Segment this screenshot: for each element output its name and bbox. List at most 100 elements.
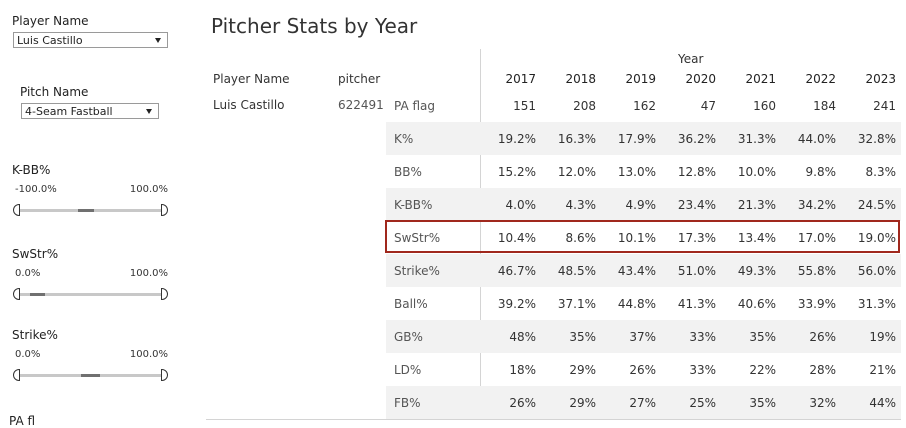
year-column-header: 2017 bbox=[505, 72, 536, 86]
measure-label: Ball% bbox=[394, 297, 428, 311]
measure-label: BB% bbox=[394, 165, 422, 179]
table-cell: 35% bbox=[569, 330, 596, 344]
table-cell: 17.3% bbox=[677, 231, 716, 245]
table-cell: 19.0% bbox=[857, 231, 896, 245]
chevron-down-icon bbox=[155, 38, 161, 43]
slider-max-handle[interactable] bbox=[161, 288, 168, 300]
table-row: LD% 18% 29% 26% 33% 22% 28% 21% bbox=[386, 353, 901, 386]
table-cell: 48.5% bbox=[557, 264, 596, 278]
table-cell: 36.2% bbox=[677, 132, 716, 146]
table-cell: 17.9% bbox=[617, 132, 656, 146]
table-cell: 39.2% bbox=[497, 297, 536, 311]
slider-range-fill bbox=[78, 209, 95, 212]
table-row: BB% 15.2% 12.0% 13.0% 12.8% 10.0% 9.8% 8.3% bbox=[386, 155, 901, 188]
year-column-header: 2020 bbox=[685, 72, 716, 86]
chevron-down-icon bbox=[146, 109, 152, 114]
pitcher-id-cell: 622491 bbox=[338, 98, 384, 112]
column-divider bbox=[480, 49, 481, 420]
table-cell: 44% bbox=[869, 396, 896, 410]
table-cell: 13.0% bbox=[617, 165, 656, 179]
table-bottom-border bbox=[206, 419, 901, 420]
table-cell: 21% bbox=[869, 363, 896, 377]
table-cell: 48% bbox=[509, 330, 536, 344]
column-header-pitcher: pitcher bbox=[338, 72, 381, 86]
measure-label: LD% bbox=[394, 363, 422, 377]
table-cell: 24.5% bbox=[857, 198, 896, 212]
slider-max-label: 100.0% bbox=[129, 184, 168, 195]
slider-track[interactable] bbox=[17, 293, 166, 296]
measure-label: K-BB% bbox=[394, 198, 433, 212]
table-row: SwStr% 10.4% 8.6% 10.1% 17.3% 13.4% 17.0% 19.0% bbox=[386, 221, 901, 254]
slider-min-handle[interactable] bbox=[13, 204, 20, 216]
table-row: K-BB% 4.0% 4.3% 4.9% 23.4% 21.3% 34.2% 24.5% bbox=[386, 188, 901, 221]
table-cell: 21.3% bbox=[737, 198, 776, 212]
year-column-header: 2022 bbox=[805, 72, 836, 86]
measure-label: PA flag bbox=[394, 99, 436, 113]
slider-max-handle[interactable] bbox=[161, 204, 168, 216]
table-cell: 4.3% bbox=[565, 198, 597, 212]
measure-label: K% bbox=[394, 132, 414, 146]
table-cell: 162 bbox=[633, 99, 656, 113]
table-cell: 10.4% bbox=[497, 231, 536, 245]
slider-range-fill bbox=[81, 374, 101, 377]
slider-label: SwStr% bbox=[12, 247, 59, 261]
table-row: K% 19.2% 16.3% 17.9% 36.2% 31.3% 44.0% 32.8% bbox=[386, 122, 901, 155]
slider-min-label: 0.0% bbox=[15, 349, 41, 360]
table-cell: 208 bbox=[573, 99, 596, 113]
table-cell: 13.4% bbox=[737, 231, 776, 245]
player-name-filter-label: Player Name bbox=[12, 14, 89, 28]
table-cell: 44.0% bbox=[797, 132, 836, 146]
slider-max-label: 100.0% bbox=[129, 349, 168, 360]
table-row: Ball% 39.2% 37.1% 44.8% 41.3% 40.6% 33.9% 31.3% bbox=[386, 287, 901, 320]
player-name-cell: Luis Castillo bbox=[213, 98, 285, 112]
table-cell: 8.6% bbox=[565, 231, 597, 245]
year-column-header: 2019 bbox=[625, 72, 656, 86]
table-cell: 41.3% bbox=[677, 297, 716, 311]
slider-max-handle[interactable] bbox=[161, 369, 168, 381]
slider-label: K-BB% bbox=[12, 163, 51, 177]
table-cell: 33% bbox=[689, 330, 716, 344]
table-cell: 15.2% bbox=[497, 165, 536, 179]
table-cell: 56.0% bbox=[857, 264, 896, 278]
table-cell: 8.3% bbox=[865, 165, 897, 179]
table-cell: 241 bbox=[873, 99, 896, 113]
slider-min-label: -100.0% bbox=[15, 184, 57, 195]
table-cell: 32% bbox=[809, 396, 836, 410]
table-cell: 9.8% bbox=[805, 165, 837, 179]
player-name-dropdown[interactable]: Luis Castillo bbox=[13, 32, 168, 48]
year-header: Year bbox=[678, 52, 704, 66]
pa-flag-filter-label: PA fl bbox=[9, 414, 36, 428]
table-cell: 47 bbox=[700, 99, 716, 113]
table-cell: 151 bbox=[513, 99, 536, 113]
year-column-header: 2023 bbox=[865, 72, 896, 86]
table-cell: 12.0% bbox=[557, 165, 596, 179]
table-cell: 32.8% bbox=[857, 132, 896, 146]
table-cell: 31.3% bbox=[737, 132, 776, 146]
table-cell: 26% bbox=[509, 396, 536, 410]
slider-max-label: 100.0% bbox=[129, 268, 168, 279]
table-cell: 49.3% bbox=[737, 264, 776, 278]
measure-label: SwStr% bbox=[394, 231, 441, 245]
slider-track[interactable] bbox=[17, 209, 166, 212]
measure-label: Strike% bbox=[394, 264, 440, 278]
slider-track[interactable] bbox=[17, 374, 166, 377]
slider-min-handle[interactable] bbox=[13, 369, 20, 381]
table-cell: 17.0% bbox=[797, 231, 836, 245]
year-column-header: 2018 bbox=[565, 72, 596, 86]
table-cell: 31.3% bbox=[857, 297, 896, 311]
table-cell: 25% bbox=[689, 396, 716, 410]
table-row: PA flag 151 208 162 47 160 184 241 bbox=[386, 89, 901, 122]
table-cell: 43.4% bbox=[617, 264, 656, 278]
slider-min-handle[interactable] bbox=[13, 288, 20, 300]
table-cell: 33% bbox=[689, 363, 716, 377]
table-cell: 184 bbox=[813, 99, 836, 113]
table-cell: 35% bbox=[749, 330, 776, 344]
table-cell: 40.6% bbox=[737, 297, 776, 311]
slider-range-fill bbox=[30, 293, 46, 296]
table-cell: 28% bbox=[809, 363, 836, 377]
pitch-name-filter-label: Pitch Name bbox=[20, 85, 89, 99]
player-name-dropdown-value: Luis Castillo bbox=[17, 34, 83, 47]
table-cell: 29% bbox=[569, 396, 596, 410]
pitch-name-dropdown[interactable]: 4-Seam Fastball bbox=[21, 103, 159, 119]
table-cell: 4.0% bbox=[505, 198, 537, 212]
